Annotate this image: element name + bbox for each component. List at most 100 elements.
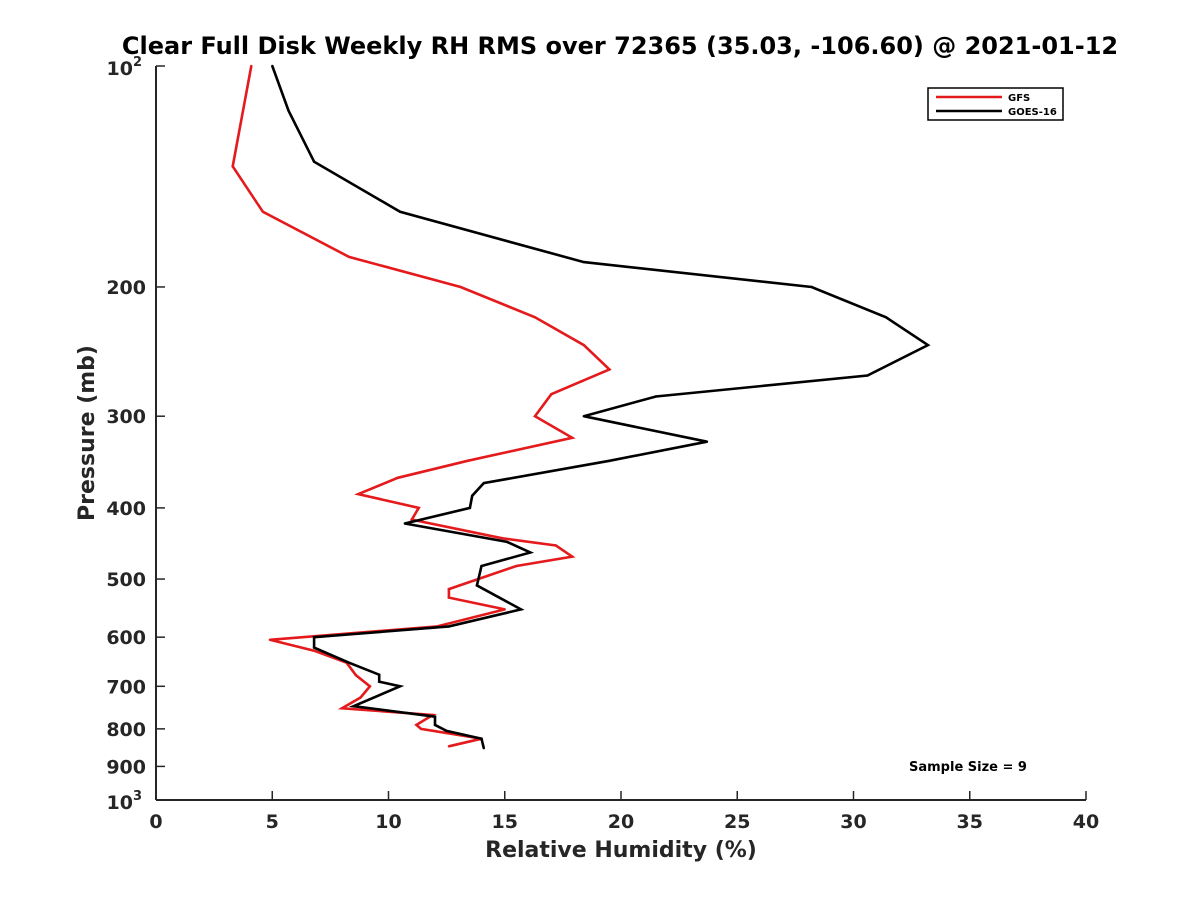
data-point-goes16 [926,343,930,347]
sample-size-annotation: Sample Size = 9 [909,760,1027,775]
data-point-goes16 [529,551,532,554]
data-point-goes16 [471,494,474,497]
data-point-gfs [347,255,351,259]
x-tick-label: 40 [1073,811,1099,833]
data-point-gfs [582,343,585,347]
data-point-goes16 [482,747,485,750]
data-point-goes16 [447,625,451,628]
y-tick-exponent: 2 [133,55,142,70]
data-point-gfs [571,555,574,558]
data-point-goes16 [378,680,381,683]
y-tick-label: 900 [106,756,146,778]
legend: GFS GOES-16 [927,87,1064,121]
data-point-gfs [447,745,451,748]
data-point-gfs [357,492,360,496]
data-point-gfs [571,436,574,439]
data-point-gfs [415,723,418,727]
data-point-gfs [550,393,553,396]
y-axis-label: Pressure (mb) [75,345,100,521]
data-point-goes16 [378,673,381,676]
data-point-goes16 [312,160,316,163]
data-point-gfs [396,476,399,479]
y-tick-label: 500 [106,569,146,591]
y-tick-label: 102 [107,55,143,80]
x-tick-label: 10 [375,811,401,833]
data-point-gfs [359,696,362,699]
data-point-gfs [312,649,316,652]
data-point-gfs [231,165,234,168]
data-point-goes16 [480,737,483,740]
data-point-goes16 [884,316,888,319]
data-point-gfs [554,544,558,547]
series-goes16 [271,64,931,750]
data-point-goes16 [582,415,585,418]
data-point-gfs [447,587,451,591]
data-point-goes16 [505,540,509,544]
legend-box [927,87,1064,121]
data-point-gfs [533,316,537,319]
data-point-goes16 [468,506,472,510]
data-point-goes16 [433,723,437,727]
series-gfs [231,64,612,748]
data-point-gfs [268,638,272,641]
x-tick-label: 20 [608,811,634,833]
x-axis-label: Relative Humidity (%) [485,838,757,863]
data-point-gfs [466,459,469,462]
chart-title: Clear Full Disk Weekly RH RMS over 72365… [122,32,1118,60]
y-tick-label: 200 [106,277,146,299]
y-tick-label: 700 [106,676,146,698]
x-tick-label: 25 [724,811,750,833]
legend-label-gfs: GFS [1008,93,1030,104]
y-tick-label: 300 [106,406,146,428]
y-tick-label: 103 [107,789,143,814]
data-point-gfs [368,685,372,688]
y-tick-exponent: 3 [133,789,142,804]
data-point-goes16 [347,661,351,664]
data-point-goes16 [608,459,611,462]
y-tick-base: 10 [107,792,133,814]
data-point-goes16 [705,440,709,443]
data-point-goes16 [445,729,448,733]
data-point-gfs [261,210,265,213]
data-point-goes16 [519,608,523,611]
series-layer [231,64,931,750]
data-point-gfs [417,506,420,510]
data-point-gfs [501,537,504,540]
data-point-goes16 [475,584,479,587]
x-tick-label: 35 [957,811,983,833]
x-tick-label: 15 [492,811,518,833]
data-point-gfs [515,564,518,568]
data-point-goes16 [810,285,813,289]
data-point-gfs [419,727,423,731]
data-point-gfs [459,285,462,289]
data-point-gfs [533,415,537,418]
data-point-goes16 [398,210,402,213]
data-point-goes16 [403,522,406,525]
data-point-goes16 [482,481,485,485]
x-tick-label: 0 [149,811,162,833]
data-point-goes16 [352,705,355,708]
y-tick-label: 800 [106,719,146,741]
data-point-gfs [410,518,413,521]
y-tick-label: 600 [106,627,146,649]
data-point-goes16 [312,646,316,649]
data-point-goes16 [312,636,316,639]
plot-area: 0 5 10 15 20 25 30 35 40 10220030040050060070080… [106,55,1099,833]
x-ticks: 0 5 10 15 20 25 30 35 40 [149,791,1099,833]
data-point-gfs [447,596,451,599]
legend-label-goes16: GOES-16 [1008,107,1057,118]
data-point-goes16 [654,395,658,398]
y-tick-base: 10 [107,58,133,80]
data-point-goes16 [433,715,437,718]
data-point-goes16 [582,260,585,264]
x-tick-label: 30 [840,811,866,833]
data-point-goes16 [398,685,402,688]
data-point-goes16 [866,374,869,377]
data-point-goes16 [287,109,290,112]
data-point-gfs [250,64,253,68]
data-point-gfs [340,707,344,710]
x-tick-label: 5 [266,811,279,833]
data-point-goes16 [271,64,274,68]
